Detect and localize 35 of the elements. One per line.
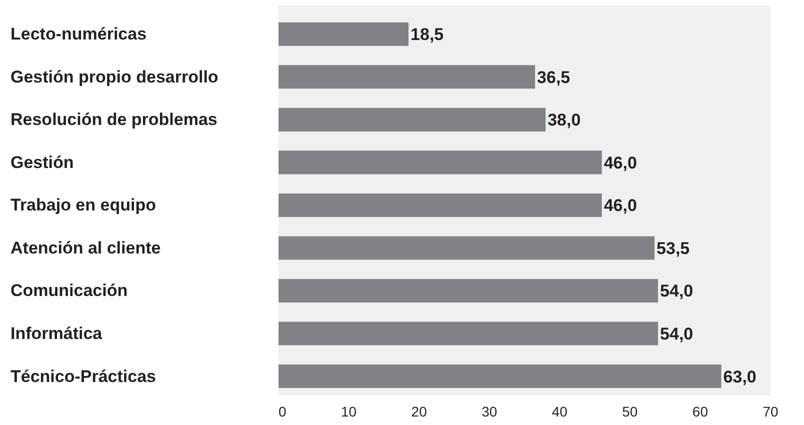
- y-tick-label: Informática: [10, 324, 103, 343]
- data-label: 53,5: [656, 238, 690, 258]
- bar: [278, 108, 546, 132]
- bar: [278, 236, 655, 260]
- data-label: 36,5: [537, 68, 570, 87]
- data-label: 54,0: [660, 324, 694, 344]
- y-tick-label: Lecto-numéricas: [10, 24, 147, 44]
- data-label: 46,0: [604, 153, 637, 172]
- x-tick-label: 60: [692, 404, 708, 420]
- data-label: 38,0: [548, 110, 581, 130]
- y-tick-label: Atención al cliente: [10, 238, 161, 258]
- y-tick-label: Gestión: [10, 152, 74, 172]
- x-tick-label: 30: [482, 404, 498, 420]
- data-label: 54,0: [660, 282, 694, 301]
- bar: [278, 278, 658, 302]
- bar: [278, 193, 602, 217]
- data-label: 46,0: [604, 196, 637, 216]
- bar: [278, 150, 602, 174]
- y-tick-label: Resolución de problemas: [10, 110, 218, 130]
- y-tick-label: Trabajo en equipo: [10, 196, 156, 215]
- data-label: 63,0: [723, 367, 756, 386]
- x-tick-label: 10: [341, 404, 357, 420]
- x-tick-label: 20: [411, 404, 428, 420]
- bar: [278, 322, 658, 346]
- bar: [278, 364, 722, 388]
- x-tick-label: 70: [762, 404, 778, 420]
- x-tick-label: 50: [622, 404, 638, 420]
- y-tick-label: Comunicación: [10, 281, 128, 300]
- bar: [278, 65, 536, 89]
- data-label: 18,5: [410, 25, 444, 44]
- x-tick-label: 0: [278, 404, 286, 420]
- y-tick-label: Técnico-Prácticas: [10, 366, 156, 386]
- x-tick-label: 40: [552, 404, 568, 420]
- bar: [278, 22, 409, 46]
- y-tick-label: Gestión propio desarrollo: [10, 67, 218, 86]
